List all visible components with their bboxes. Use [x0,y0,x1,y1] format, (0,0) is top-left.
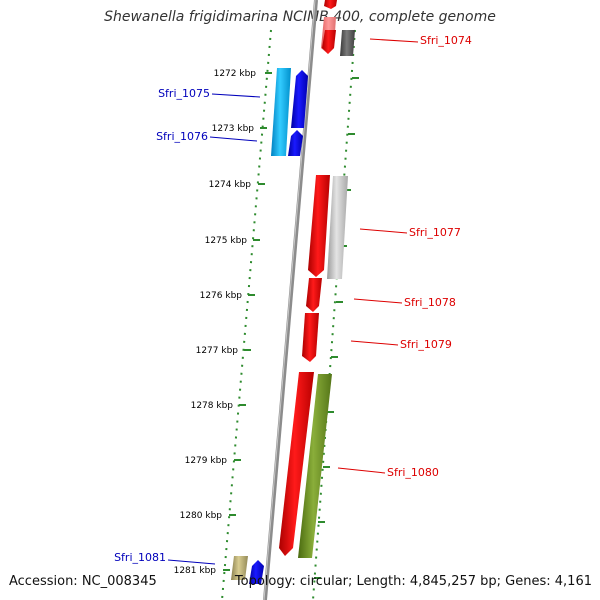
gene-sfri-1077-gray[interactable] [327,176,348,279]
scale-label-1275: 1275 kbp [205,236,248,246]
right-scale-ticks [314,77,359,579]
gene-label-sfri-1081[interactable]: Sfri_1081 [114,551,166,564]
accession-text: Accession: NC_008345 [9,574,157,589]
gene-sfri-1081[interactable] [249,560,264,584]
gene-red-long[interactable] [279,372,314,556]
scale-label-1278: 1278 kbp [191,401,234,411]
leader-sfri-1076 [209,136,258,142]
gene-label-sfri-1079[interactable]: Sfri_1079 [400,338,452,351]
label-leader-lines [167,38,419,565]
gene-sfri-1079[interactable] [302,313,319,362]
genome-backbone-highlight [263,0,316,600]
gene-sfri-1078[interactable] [306,278,322,312]
scale-label-1274: 1274 kbp [209,180,252,190]
gene-label-sfri-1078[interactable]: Sfri_1078 [404,296,456,309]
genome-backbone [263,0,318,600]
genome-title: Shewanella frigidimarina NCIMB 400, comp… [104,9,496,25]
right-dotted-track [312,29,356,600]
topology-text: Topology: circular; Length: 4,845,257 bp… [234,574,592,589]
gene-sfri-1074-body[interactable] [322,30,336,54]
leader-sfri-1075 [211,93,261,98]
gene-label-sfri-1077[interactable]: Sfri_1077 [409,226,461,239]
scale-label-1280: 1280 kbp [180,511,223,521]
scale-label-1277: 1277 kbp [196,346,239,356]
gene-label-sfri-1076[interactable]: Sfri_1076 [156,130,208,143]
scale-labels: 1272 kbp 1273 kbp 1274 kbp 1275 kbp 1276… [174,69,257,576]
leader-sfri-1079 [350,340,399,346]
leader-sfri-1081 [167,559,216,565]
leader-sfri-1080 [337,467,386,474]
left-scale-ticks [223,72,272,571]
scale-label-1276: 1276 kbp [200,291,243,301]
gene-sfri-1075-blue[interactable] [291,70,308,128]
gene-sfri-1081-khaki[interactable] [231,556,248,580]
gene-labels: Sfri_1074 Sfri_1075 Sfri_1076 Sfri_1077 … [114,34,472,564]
scale-label-1279: 1279 kbp [185,456,228,466]
gene-sfri-1075[interactable] [271,68,291,156]
gene-label-sfri-1075[interactable]: Sfri_1075 [158,87,210,100]
scale-label-1273: 1273 kbp [212,124,255,134]
gene-label-sfri-1074[interactable]: Sfri_1074 [420,34,472,47]
gene-sfri-1076[interactable] [288,130,303,156]
leader-sfri-1077 [359,228,408,234]
leader-sfri-1078 [353,298,403,304]
gene-label-sfri-1080[interactable]: Sfri_1080 [387,466,439,479]
gene-sfri-1080[interactable] [298,374,332,558]
gene-dark-gray-1[interactable] [340,30,355,56]
gene-sfri-1077-red[interactable] [308,175,330,277]
scale-label-1281: 1281 kbp [174,566,217,576]
scale-label-1272: 1272 kbp [214,69,257,79]
gene-sfri-1074-top-fragment[interactable] [324,0,337,9]
leader-sfri-1074 [369,38,419,43]
